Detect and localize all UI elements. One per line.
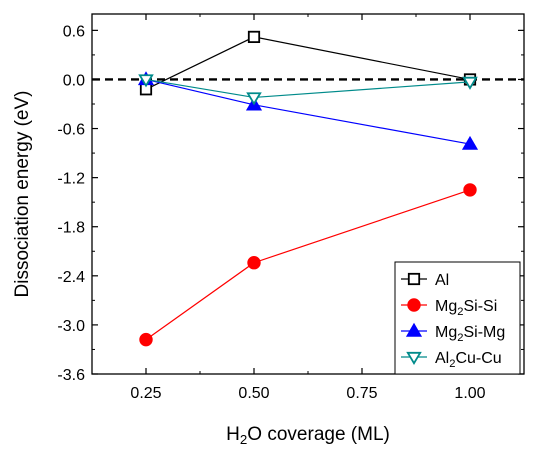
legend-label: Al xyxy=(435,272,449,289)
legend-marker xyxy=(406,351,422,365)
x-axis-title: H2O coverage (ML) xyxy=(226,424,390,447)
legend-label: Mg2Si-Si xyxy=(435,298,497,318)
series-line xyxy=(145,78,471,99)
y-tick-label: 0.6 xyxy=(63,23,85,40)
series-al2cu-cu xyxy=(138,74,478,106)
x-tick-label: 0.75 xyxy=(346,385,377,402)
legend: Al Mg2Si-Si Mg2Si-Mg Al2Cu-Cu xyxy=(394,261,521,375)
y-tick-label: -1.2 xyxy=(57,171,85,188)
legend-entry: Mg2Si-Si xyxy=(401,298,497,318)
y-tick-label: -3.6 xyxy=(57,367,85,384)
x-tick-label: 0.50 xyxy=(238,385,269,402)
y-tick-label: 0.0 xyxy=(63,72,85,89)
data-point xyxy=(138,74,154,88)
y-tick-label: -3.0 xyxy=(57,318,85,335)
y-tick-label: -1.8 xyxy=(57,220,85,237)
series-mg2si-si xyxy=(139,183,477,347)
data-point xyxy=(247,30,261,44)
data-point xyxy=(246,92,262,106)
legend-marker xyxy=(407,298,421,312)
data-point xyxy=(247,256,261,270)
data-point xyxy=(462,76,478,90)
legend-label: Al2Cu-Cu xyxy=(435,350,502,370)
legend-entry: Mg2Si-Mg xyxy=(401,322,505,344)
legend-entry: Al xyxy=(401,272,449,289)
data-point xyxy=(139,332,153,347)
x-tick-label: 1.00 xyxy=(454,385,485,402)
x-tick-label: 0.25 xyxy=(130,385,161,402)
labels-layer: 0.25 0.50 0.75 1.00 0.6 0.0 -0.6 -1.2 -1.8 -2.4 -3… xyxy=(12,23,486,447)
y-tick-label: -2.4 xyxy=(57,269,85,286)
data-point xyxy=(463,183,477,197)
y-tick-label: -0.6 xyxy=(57,122,85,139)
y-axis-title: Dissociation energy (eV) xyxy=(12,91,33,298)
series-line xyxy=(145,36,471,90)
data-point xyxy=(461,135,479,150)
series-mg2si-mg xyxy=(137,71,479,150)
legend-label: Mg2Si-Mg xyxy=(435,324,505,344)
series-layer xyxy=(137,30,479,347)
series-line xyxy=(145,78,471,145)
legend-marker xyxy=(407,272,421,286)
legend-entry: Al2Cu-Cu xyxy=(401,350,502,370)
legend-marker xyxy=(405,322,423,337)
